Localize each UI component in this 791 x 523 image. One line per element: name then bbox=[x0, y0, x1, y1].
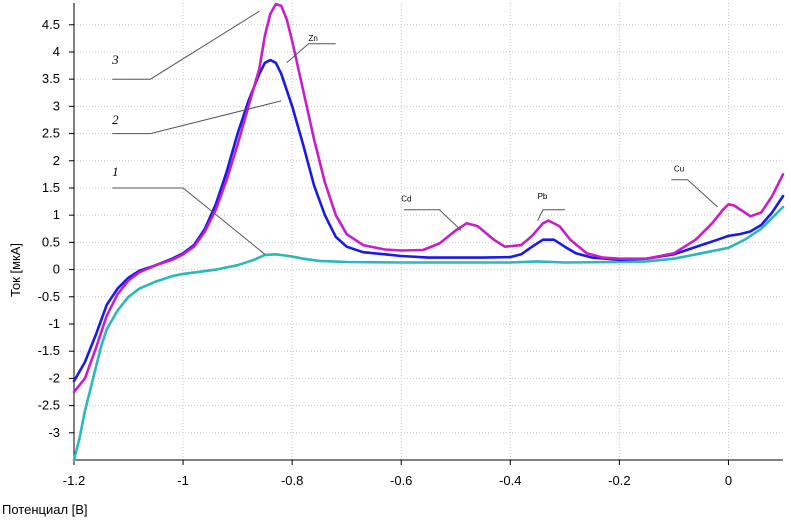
y-tick-labels: -3 -2.5 -2 -1.5 -1 -0.5 0 0.5 1 1.5 2 2.5 3 3.5 4 4.5 bbox=[38, 17, 60, 440]
x-tick-label: 0 bbox=[725, 473, 732, 488]
x-axis-title: Потенциал [В] bbox=[2, 502, 88, 517]
y-tick-label: 3 bbox=[53, 98, 60, 113]
y-tick-label: -1.5 bbox=[38, 343, 60, 358]
y-tick-label: 2.5 bbox=[42, 126, 60, 141]
y-axis-title: Ток [мкА] bbox=[8, 243, 23, 297]
y-tick-label: 4.5 bbox=[42, 17, 60, 32]
annotation-leader-line bbox=[537, 209, 565, 221]
peak-label-zn: Zn bbox=[309, 34, 318, 43]
curve-number-label: 1 bbox=[112, 164, 119, 179]
y-tick-label: -2 bbox=[48, 370, 60, 385]
annotation-leader-line bbox=[112, 100, 282, 135]
y-tick-label: 1 bbox=[53, 207, 60, 222]
x-tick-label: -0.8 bbox=[281, 473, 303, 488]
y-tick-label: 2 bbox=[53, 153, 60, 168]
x-tick-label: -0.4 bbox=[499, 473, 521, 488]
annotations: Zn Cd Pb Cu 3 2 1 bbox=[111, 10, 718, 255]
annotation-leader-line bbox=[286, 43, 336, 64]
x-tick-label: -1 bbox=[177, 473, 189, 488]
x-tick-label: -0.6 bbox=[390, 473, 412, 488]
series-line-1 bbox=[72, 205, 785, 462]
series-line-3 bbox=[72, 2, 785, 394]
series-group bbox=[72, 2, 785, 462]
y-tick-label: -0.5 bbox=[38, 289, 60, 304]
x-tick-labels: -1.2 -1 -0.8 -0.6 -0.4 -0.2 0 bbox=[63, 473, 732, 488]
annotation-leader-line bbox=[112, 10, 260, 80]
annotation-leader-line bbox=[671, 179, 718, 208]
axes bbox=[69, 3, 783, 465]
curve-number-label: 3 bbox=[111, 52, 119, 67]
grid bbox=[73, 3, 783, 460]
curve-number-label: 2 bbox=[112, 112, 119, 127]
annotation-leader-line bbox=[404, 209, 462, 231]
y-tick-label: 4 bbox=[53, 44, 60, 59]
peak-label-cu: Cu bbox=[674, 165, 684, 174]
annotation-leader-line bbox=[112, 187, 266, 255]
y-tick-label: -3 bbox=[48, 425, 60, 440]
x-tick-label: -0.2 bbox=[608, 473, 630, 488]
y-tick-label: -2.5 bbox=[38, 398, 60, 413]
y-tick-label: 0 bbox=[53, 262, 60, 277]
y-tick-label: -1 bbox=[48, 316, 60, 331]
y-tick-label: 0.5 bbox=[42, 234, 60, 249]
peak-label-pb: Pb bbox=[538, 192, 548, 201]
y-tick-label: 1.5 bbox=[42, 180, 60, 195]
y-tick-label: 3.5 bbox=[42, 71, 60, 86]
x-tick-label: -1.2 bbox=[63, 473, 85, 488]
peak-label-cd: Cd bbox=[401, 195, 411, 204]
